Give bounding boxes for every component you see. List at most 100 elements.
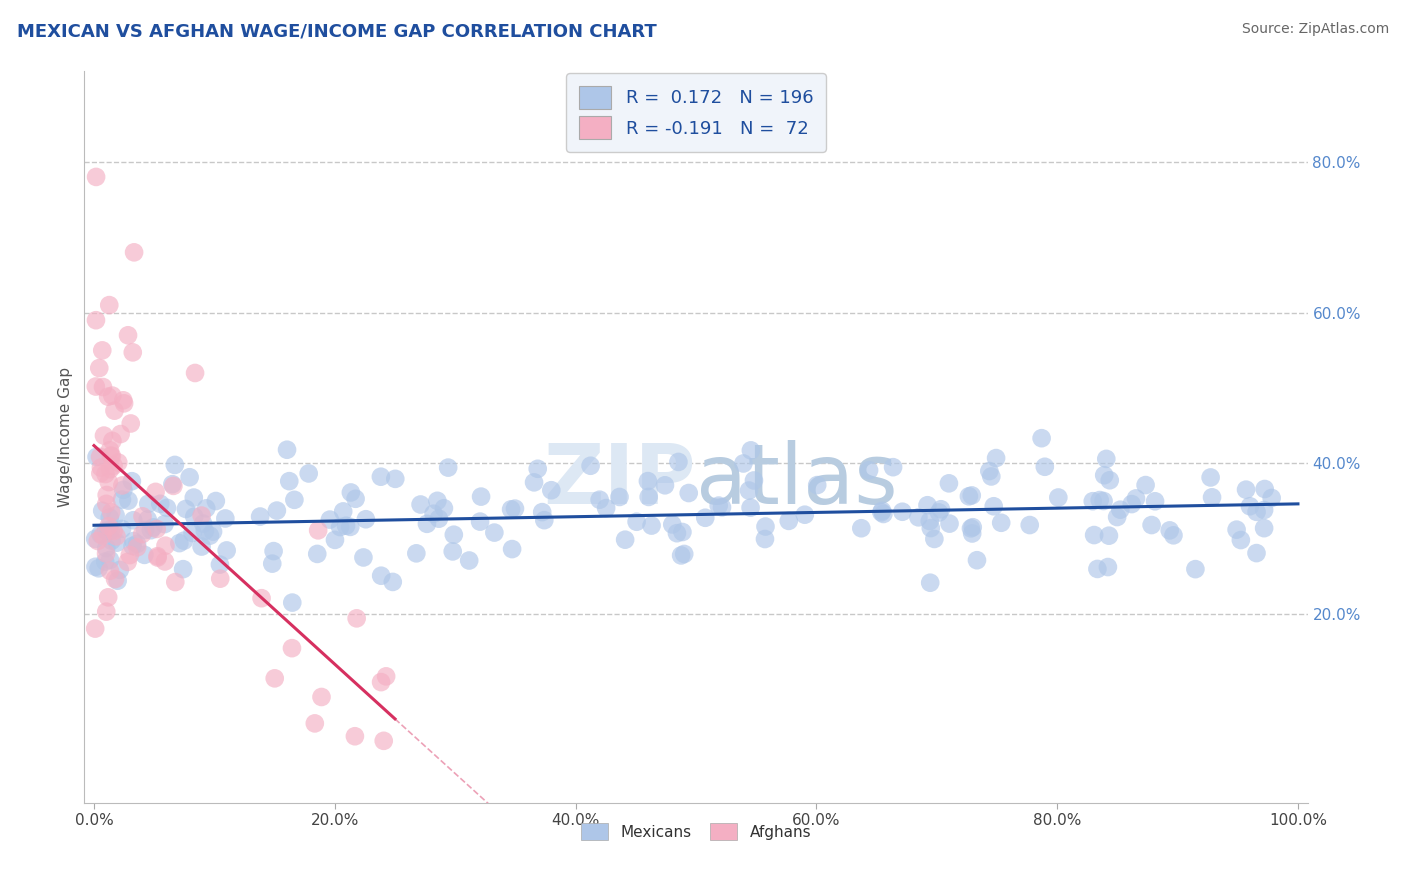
Point bbox=[91, 504, 114, 518]
Point bbox=[117, 555, 139, 569]
Point bbox=[136, 512, 159, 526]
Point bbox=[97, 519, 120, 533]
Point bbox=[531, 505, 554, 519]
Point bbox=[1047, 491, 1070, 505]
Point bbox=[173, 533, 195, 548]
Point bbox=[100, 505, 122, 519]
Point bbox=[1163, 528, 1185, 542]
Point bbox=[1230, 533, 1253, 547]
Point bbox=[100, 449, 122, 463]
Point bbox=[214, 511, 236, 525]
Point bbox=[266, 503, 288, 517]
Point bbox=[208, 558, 231, 572]
Point bbox=[654, 478, 676, 492]
Point bbox=[870, 505, 893, 519]
Point bbox=[156, 500, 179, 515]
Point bbox=[122, 534, 145, 549]
Point bbox=[107, 574, 129, 588]
Point bbox=[94, 547, 117, 561]
Point bbox=[416, 516, 439, 531]
Point bbox=[1095, 451, 1118, 466]
Point bbox=[117, 493, 139, 508]
Point bbox=[145, 522, 167, 536]
Point bbox=[1031, 431, 1053, 445]
Point bbox=[806, 478, 828, 492]
Text: Source: ZipAtlas.com: Source: ZipAtlas.com bbox=[1241, 22, 1389, 37]
Point bbox=[1033, 459, 1056, 474]
Point bbox=[437, 460, 460, 475]
Point bbox=[184, 366, 207, 380]
Point bbox=[695, 510, 717, 524]
Point bbox=[87, 561, 110, 575]
Point bbox=[1253, 521, 1275, 535]
Point bbox=[858, 463, 880, 477]
Point bbox=[174, 502, 197, 516]
Point bbox=[145, 484, 167, 499]
Point bbox=[484, 525, 506, 540]
Point bbox=[1097, 560, 1119, 574]
Point bbox=[711, 500, 734, 515]
Point bbox=[1234, 483, 1257, 497]
Point bbox=[122, 245, 145, 260]
Point bbox=[120, 417, 142, 431]
Point bbox=[609, 490, 631, 504]
Point bbox=[98, 564, 121, 578]
Point bbox=[97, 390, 120, 404]
Point bbox=[84, 169, 107, 184]
Point bbox=[872, 507, 894, 521]
Point bbox=[281, 641, 304, 656]
Point bbox=[929, 502, 952, 516]
Point bbox=[640, 518, 662, 533]
Point bbox=[990, 516, 1012, 530]
Point bbox=[98, 553, 121, 567]
Point bbox=[103, 458, 125, 473]
Point bbox=[131, 509, 153, 524]
Point bbox=[707, 499, 730, 513]
Point bbox=[637, 474, 659, 488]
Point bbox=[304, 716, 326, 731]
Point bbox=[381, 574, 404, 589]
Point bbox=[740, 500, 762, 515]
Point bbox=[94, 524, 117, 538]
Point bbox=[678, 486, 700, 500]
Point bbox=[1159, 524, 1181, 538]
Point bbox=[163, 458, 186, 472]
Point bbox=[111, 522, 134, 536]
Point bbox=[1246, 546, 1268, 560]
Point bbox=[375, 669, 398, 683]
Point bbox=[501, 502, 523, 516]
Point bbox=[149, 497, 172, 511]
Point bbox=[278, 474, 301, 488]
Point bbox=[1087, 562, 1109, 576]
Point bbox=[298, 467, 321, 481]
Point bbox=[1184, 562, 1206, 576]
Point bbox=[793, 508, 815, 522]
Point bbox=[1246, 505, 1268, 519]
Text: ZIP: ZIP bbox=[544, 441, 696, 522]
Point bbox=[754, 532, 776, 546]
Point bbox=[346, 611, 368, 625]
Point bbox=[637, 490, 659, 504]
Point bbox=[1135, 478, 1157, 492]
Point bbox=[103, 524, 125, 538]
Point bbox=[738, 483, 761, 498]
Point bbox=[209, 572, 232, 586]
Point bbox=[307, 547, 329, 561]
Point bbox=[195, 501, 218, 516]
Point bbox=[626, 515, 648, 529]
Point bbox=[111, 478, 134, 492]
Point bbox=[470, 490, 492, 504]
Point bbox=[1260, 491, 1282, 505]
Point bbox=[352, 550, 374, 565]
Point bbox=[960, 488, 983, 502]
Point bbox=[1199, 470, 1222, 484]
Point bbox=[1253, 503, 1275, 517]
Point bbox=[1125, 491, 1147, 506]
Point bbox=[733, 457, 755, 471]
Point bbox=[162, 477, 184, 491]
Point bbox=[98, 443, 121, 458]
Point bbox=[112, 393, 135, 408]
Point bbox=[94, 555, 117, 569]
Point bbox=[215, 543, 238, 558]
Point bbox=[740, 443, 762, 458]
